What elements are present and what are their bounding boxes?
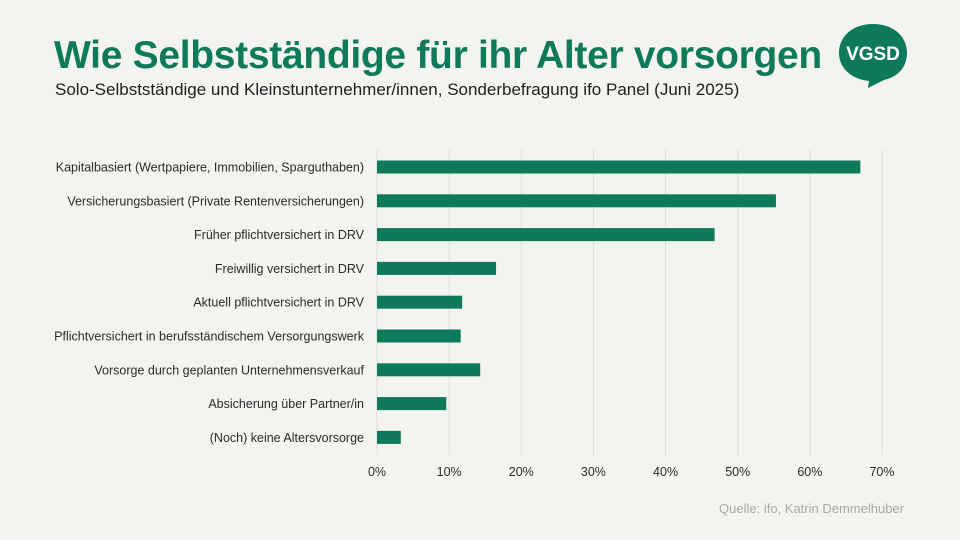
category-label: (Noch) keine Altersvorsorge bbox=[210, 431, 364, 445]
category-label: Versicherungsbasiert (Private Rentenvers… bbox=[67, 194, 364, 208]
category-label: Absicherung über Partner/in bbox=[208, 397, 364, 411]
x-axis-ticks: 0% 10% 20% 30% 40% 50% 60% 70% bbox=[368, 465, 895, 479]
bar bbox=[377, 329, 461, 343]
category-label: Pflichtversichert in berufsständischem V… bbox=[54, 330, 365, 344]
category-label: Kapitalbasiert (Wertpapiere, Immobilien,… bbox=[56, 161, 364, 175]
x-tick-label: 10% bbox=[437, 465, 462, 479]
x-tick-label: 60% bbox=[797, 465, 822, 479]
category-labels: Kapitalbasiert (Wertpapiere, Immobilien,… bbox=[54, 161, 365, 445]
category-label: Früher pflichtversichert in DRV bbox=[194, 228, 365, 242]
bar bbox=[377, 228, 715, 242]
logo-speech-bubble bbox=[839, 24, 907, 88]
x-tick-label: 40% bbox=[653, 465, 678, 479]
category-label: Vorsorge durch geplanten Unternehmensver… bbox=[94, 363, 364, 377]
vgsd-logo: VGSD bbox=[839, 24, 907, 88]
x-tick-label: 50% bbox=[725, 465, 750, 479]
source-note: Quelle: ifo, Katrin Demmelhuber bbox=[719, 501, 904, 516]
x-tick-label: 30% bbox=[581, 465, 606, 479]
x-tick-label: 0% bbox=[368, 465, 386, 479]
bar bbox=[377, 194, 776, 208]
bar bbox=[377, 363, 481, 377]
x-tick-label: 70% bbox=[869, 465, 894, 479]
bar bbox=[377, 295, 463, 309]
bar bbox=[377, 160, 861, 174]
chart-subtitle: Solo-Selbstständige und Kleinstunternehm… bbox=[55, 80, 740, 99]
category-label: Aktuell pflichtversichert in DRV bbox=[193, 296, 364, 310]
bar bbox=[377, 261, 497, 275]
bar bbox=[377, 397, 447, 411]
chart-title: Wie Selbstständige für ihr Alter vorsorg… bbox=[54, 34, 822, 77]
bars bbox=[377, 160, 861, 444]
category-label: Freiwillig versichert in DRV bbox=[215, 262, 365, 276]
logo-text: VGSD bbox=[846, 44, 900, 65]
bar bbox=[377, 430, 401, 444]
x-tick-label: 20% bbox=[509, 465, 534, 479]
